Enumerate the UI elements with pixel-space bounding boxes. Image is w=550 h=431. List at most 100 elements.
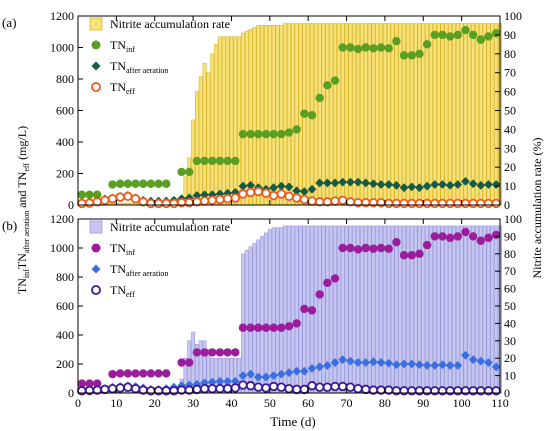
tn-inf-point <box>369 244 378 253</box>
nar-bar <box>287 23 291 206</box>
nar-bar <box>432 23 437 206</box>
nar-bar <box>482 23 487 206</box>
nar-bar <box>455 23 460 206</box>
tn-eff-point <box>399 198 409 209</box>
tn-eff-point <box>430 198 440 209</box>
tn-inf-point <box>139 179 148 188</box>
tn-eff-point <box>253 186 264 197</box>
tn-inf-point <box>116 179 125 188</box>
y-left-tick-label: 0 <box>68 198 74 212</box>
tn-eff-point <box>230 383 240 393</box>
nar-bar <box>444 225 449 394</box>
tn-inf-point <box>223 348 232 357</box>
tn-eff-point <box>468 198 478 209</box>
tn-inf-point <box>438 30 447 40</box>
tn-inf-point <box>415 249 424 258</box>
tn-inf-point <box>315 93 324 103</box>
tn-inf-point <box>445 32 455 41</box>
tn-eff-point <box>338 195 348 205</box>
tn-eff-point <box>230 193 240 203</box>
tn-inf-point <box>146 369 156 378</box>
y-left-tick-label: 400 <box>56 328 74 342</box>
tn-eff-point <box>261 188 271 198</box>
tn-inf-point <box>269 323 278 332</box>
tn-inf-point <box>445 233 455 243</box>
nar-bar <box>287 225 291 394</box>
x-tick-label: 80 <box>379 396 391 410</box>
tn-inf-point <box>146 179 156 188</box>
legend-label: TNeff <box>110 80 135 96</box>
tn-after-aeration-point <box>369 179 378 189</box>
y-right-tick-label: 40 <box>504 316 516 330</box>
tn-inf-point <box>361 243 370 253</box>
y-right-tick-label: 10 <box>504 369 516 383</box>
legend-tn-after-marker <box>91 61 101 71</box>
nar-bar <box>221 36 226 206</box>
nar-bar <box>467 23 472 206</box>
nar-bar <box>475 225 479 394</box>
tn-after-aeration-point <box>315 362 325 372</box>
tn-eff-point <box>238 189 248 199</box>
tn-inf-point <box>215 348 225 357</box>
y-right-tick-label: 60 <box>504 85 516 99</box>
tn-inf-point <box>468 30 478 40</box>
tn-after-aeration-point <box>269 371 279 380</box>
tn-after-aeration-point <box>345 177 355 187</box>
x-tick-label: 90 <box>417 396 429 410</box>
tn-inf-point <box>346 243 355 253</box>
legend-tn-inf-marker <box>91 243 101 253</box>
tn-inf-point <box>422 40 432 49</box>
tn-inf-point <box>177 358 186 367</box>
tn-after-aeration-point <box>292 186 302 196</box>
tn-inf-point <box>430 232 439 241</box>
nar-bar <box>428 23 433 206</box>
tn-after-aeration-point <box>476 180 486 190</box>
tn-after-aeration-point <box>299 366 309 376</box>
nar-bar <box>206 72 211 206</box>
nar-bar <box>459 225 464 394</box>
tn-eff-point <box>100 384 110 395</box>
y-right-tick-label: 10 <box>504 179 516 193</box>
tn-inf-point <box>361 43 370 52</box>
tn-inf-point <box>85 379 94 388</box>
tn-inf-point <box>484 233 493 243</box>
nar-bar <box>317 23 322 206</box>
nar-bar <box>252 27 257 206</box>
tn-eff-point <box>261 383 271 393</box>
tn-eff-point <box>299 194 310 205</box>
tn-eff-point <box>476 198 486 209</box>
tn-inf-point <box>92 379 102 388</box>
nar-bar <box>428 225 433 394</box>
panel-b: 0 10 20 30 40 50 60 70 80 90 100 110020040060080010… <box>2 212 522 410</box>
tn-inf-point <box>177 167 186 177</box>
y-right-tick-label: 80 <box>504 47 516 61</box>
tn-after-aeration-point <box>384 358 394 368</box>
tn-after-aeration-point <box>253 372 263 382</box>
nar-bar <box>290 23 295 206</box>
tn-eff-point <box>338 381 348 392</box>
tn-inf-point <box>77 190 87 199</box>
tn-eff-point <box>115 383 125 393</box>
y-right-tick-label: 0 <box>504 198 510 212</box>
tn-after-aeration-point <box>430 361 440 370</box>
legend-label: Nitrite accumulation rate <box>110 17 230 31</box>
tn-after-aeration-point <box>322 178 332 188</box>
tn-after-aeration-point <box>284 182 294 192</box>
tn-inf-point <box>200 348 209 357</box>
tn-inf-point <box>468 232 478 241</box>
y-left-tick-label: 800 <box>56 72 74 86</box>
tn-inf-point <box>108 369 117 379</box>
nar-bar <box>394 23 399 206</box>
tn-eff-point <box>291 384 302 395</box>
tn-after-aeration-point <box>246 180 256 190</box>
tn-eff-point <box>268 381 279 392</box>
x-tick-label: 110 <box>491 396 509 410</box>
tn-after-aeration-point <box>461 350 470 360</box>
legend-tn-after-marker <box>91 264 101 274</box>
nar-bar <box>275 25 280 206</box>
tn-eff-point <box>391 198 402 209</box>
tn-inf-point <box>208 348 217 357</box>
tn-inf-point <box>261 323 271 332</box>
tn-after-aeration-point <box>230 188 240 197</box>
tn-inf-point <box>415 49 424 58</box>
